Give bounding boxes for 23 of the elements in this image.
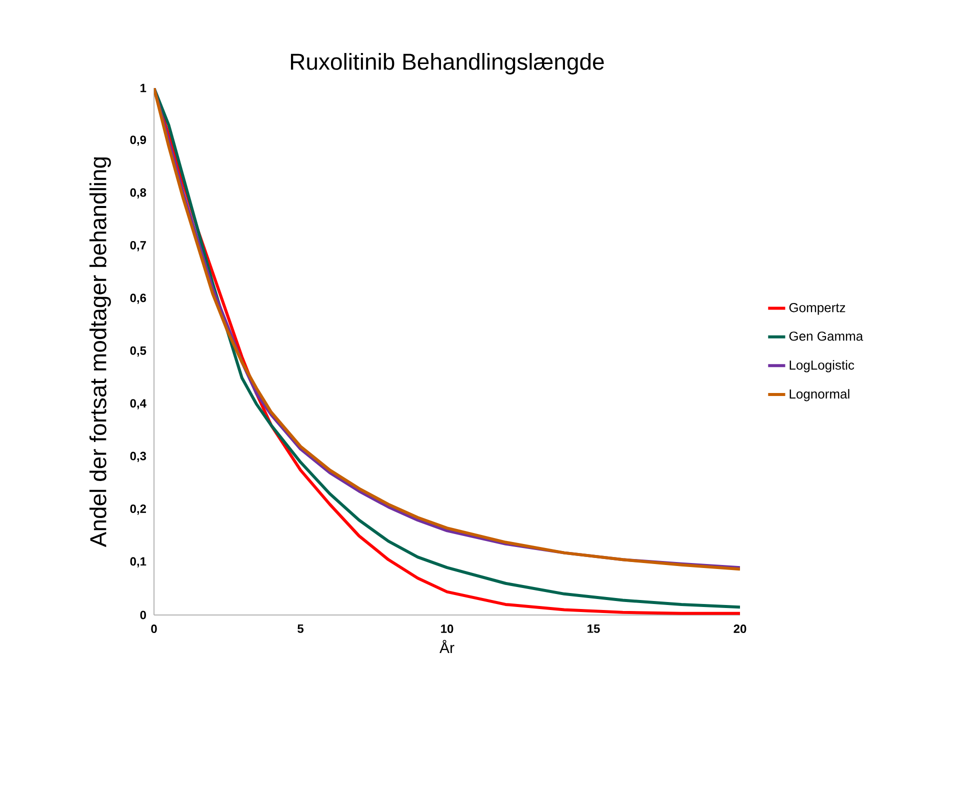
legend-label: Lognormal (790, 389, 850, 402)
y-tick-label: 0,9 (130, 136, 146, 146)
y-tick-label: 0,7 (130, 240, 146, 252)
y-tick-label: 0,3 (130, 452, 146, 462)
y-tick-label: 0,1 (130, 557, 146, 568)
x-axis-title: År (440, 640, 454, 653)
y-tick-label: 0,2 (130, 504, 146, 515)
chart-title: Ruxolitinib Behandlingslængde (290, 53, 604, 74)
y-tick-label: 0,6 (130, 294, 146, 304)
y-axis-title: Andel der fortsat modtager behandling (89, 157, 111, 548)
y-tick-label: 0,4 (130, 399, 146, 410)
y-tick-label: 0,5 (130, 346, 146, 357)
legend-label: Gen Gamma (789, 332, 864, 341)
y-tick-label: 0,8 (130, 188, 146, 199)
x-tick-label: 10 (441, 624, 454, 634)
legend-label: Gompertz (789, 302, 846, 315)
x-tick-label: 5 (298, 624, 304, 633)
x-tick-label: 20 (734, 624, 746, 634)
y-tick-label: 1 (140, 84, 146, 92)
x-tick-label: 15 (588, 624, 600, 633)
y-tick-label: 0 (140, 610, 146, 620)
legend-label: LogLogistic (790, 360, 854, 372)
x-tick-label: 0 (151, 624, 157, 634)
